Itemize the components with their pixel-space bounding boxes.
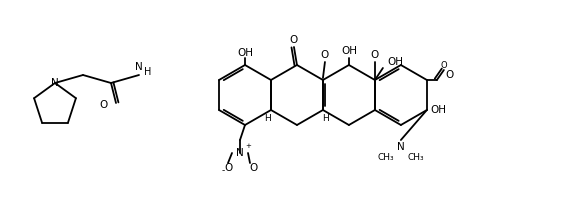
Text: N: N	[397, 142, 405, 152]
Text: O: O	[224, 163, 232, 173]
Text: OH: OH	[237, 48, 253, 58]
Text: CH₃: CH₃	[408, 152, 424, 162]
Text: N: N	[236, 148, 244, 158]
Text: OH: OH	[387, 57, 403, 67]
Text: -: -	[221, 167, 225, 175]
Text: H: H	[323, 113, 329, 123]
Text: O: O	[446, 70, 454, 80]
Text: OH: OH	[431, 105, 447, 115]
Text: CH₃: CH₃	[378, 152, 394, 162]
Text: O: O	[99, 100, 107, 110]
Text: O: O	[440, 61, 447, 69]
Text: N: N	[51, 78, 59, 88]
Text: H: H	[264, 113, 271, 123]
Text: O: O	[371, 50, 379, 60]
Text: O: O	[249, 163, 257, 173]
Text: N: N	[135, 62, 143, 72]
Text: +: +	[245, 143, 251, 149]
Text: OH: OH	[341, 46, 357, 56]
Text: H: H	[144, 67, 151, 77]
Text: O: O	[321, 50, 329, 60]
Text: O: O	[290, 35, 298, 45]
